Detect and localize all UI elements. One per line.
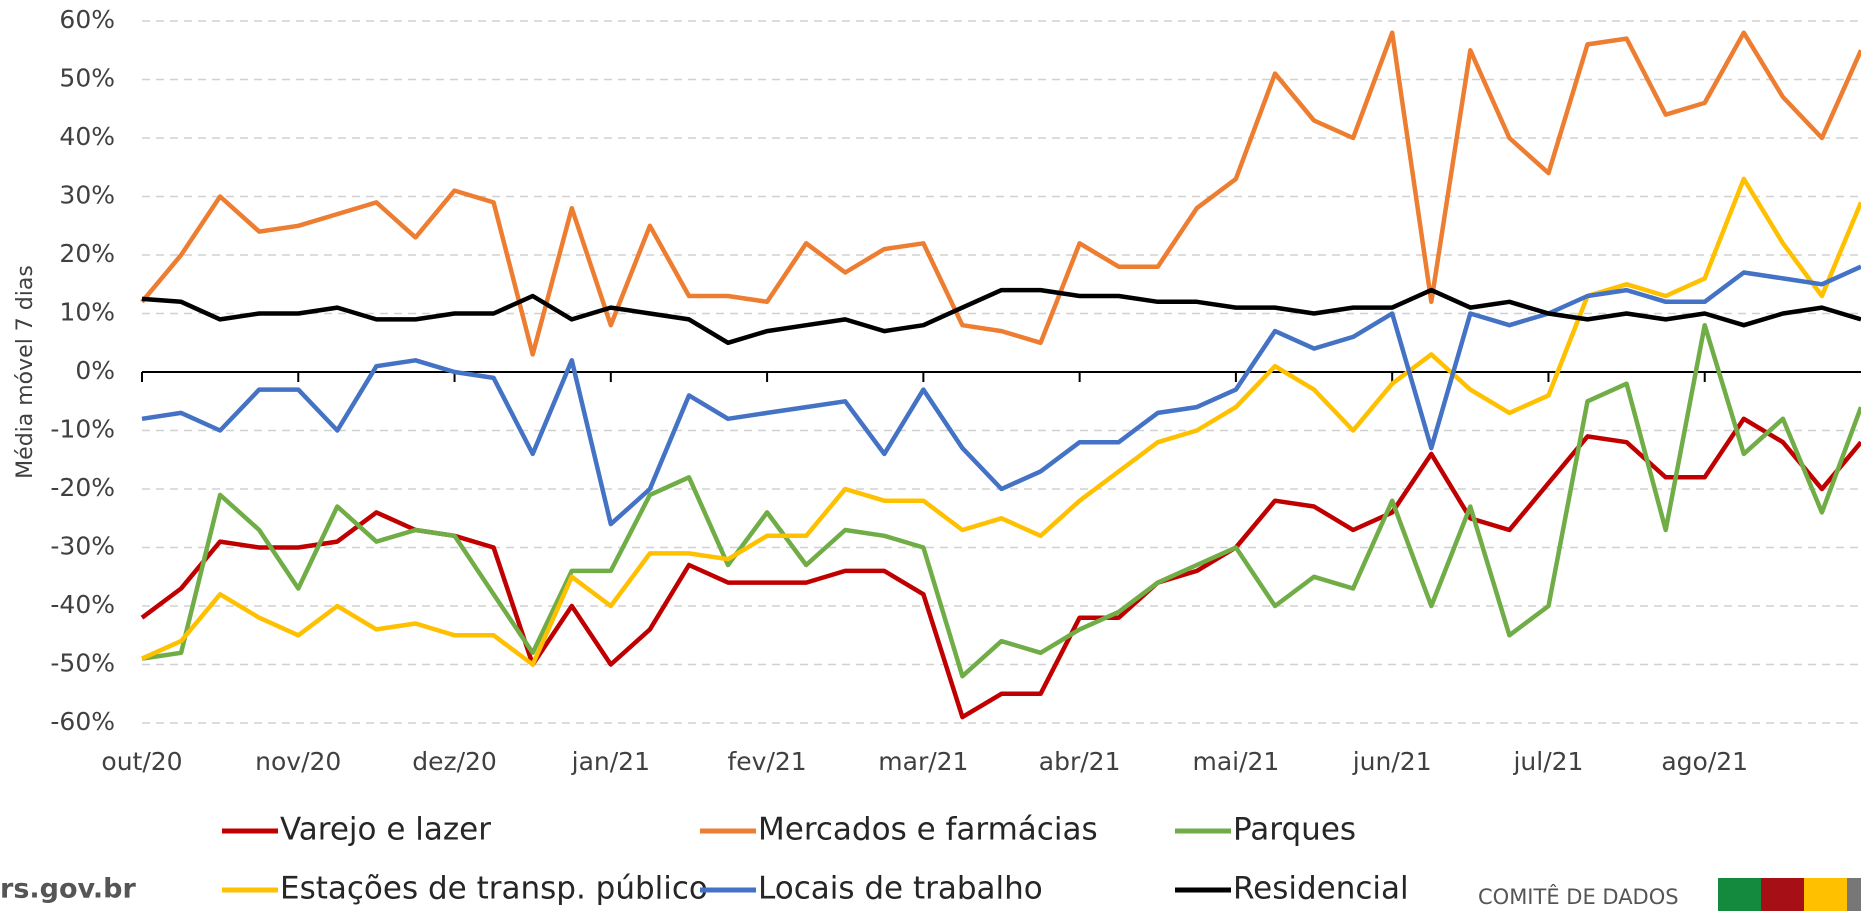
series-line [141, 287, 1861, 346]
y-tick-label: 0% [75, 356, 115, 385]
y-tick-label: -10% [50, 415, 115, 444]
series-line [140, 416, 1861, 720]
y-tick-label: -50% [50, 649, 115, 678]
x-tick-label: fev/21 [727, 747, 806, 776]
legend-label: Estações de transp. público [280, 871, 708, 907]
x-tick-label: jul/21 [1512, 747, 1583, 776]
y-tick-label: -20% [50, 473, 115, 502]
x-tick-label: jun/21 [1352, 747, 1432, 776]
y-tick-label: -40% [50, 590, 115, 619]
legend-label: Locais de trabalho [758, 871, 1043, 907]
x-tick-label: mar/21 [878, 747, 968, 776]
series-line [140, 30, 1861, 357]
series-line [141, 264, 1861, 527]
y-tick-label: 30% [59, 181, 115, 210]
legend-label: Parques [1233, 812, 1356, 848]
x-tick-label: dez/20 [412, 747, 497, 776]
legend-label: Mercados e farmácias [758, 812, 1098, 848]
legend-label: Varejo e lazer [280, 812, 491, 848]
series-line [141, 176, 1861, 667]
x-tick-label: abr/21 [1039, 747, 1121, 776]
x-tick-label: nov/20 [255, 747, 341, 776]
y-tick-label: 20% [59, 239, 115, 268]
y-tick-label: 60% [59, 5, 115, 34]
logo-block [1761, 878, 1804, 911]
y-axis-title: Média móvel 7 dias [13, 265, 38, 479]
x-tick-label: out/20 [101, 747, 182, 776]
legend-label: Residencial [1233, 871, 1409, 907]
y-tick-label: 50% [59, 64, 115, 93]
y-tick-label: 40% [59, 122, 115, 151]
footer-committee: COMITÊ DE DADOS [1478, 884, 1679, 909]
x-tick-label: jan/21 [571, 747, 650, 776]
footer-site: rs.gov.br [0, 874, 137, 905]
logo-block [1847, 878, 1861, 911]
logo-block [1804, 878, 1847, 911]
x-tick-label: mai/21 [1192, 747, 1279, 776]
series-line [141, 322, 1861, 679]
y-tick-label: -30% [50, 532, 115, 561]
y-tick-label: 10% [59, 298, 115, 327]
y-tick-label: -60% [50, 707, 115, 736]
x-tick-label: ago/21 [1661, 747, 1748, 776]
logo-block [1718, 878, 1761, 911]
